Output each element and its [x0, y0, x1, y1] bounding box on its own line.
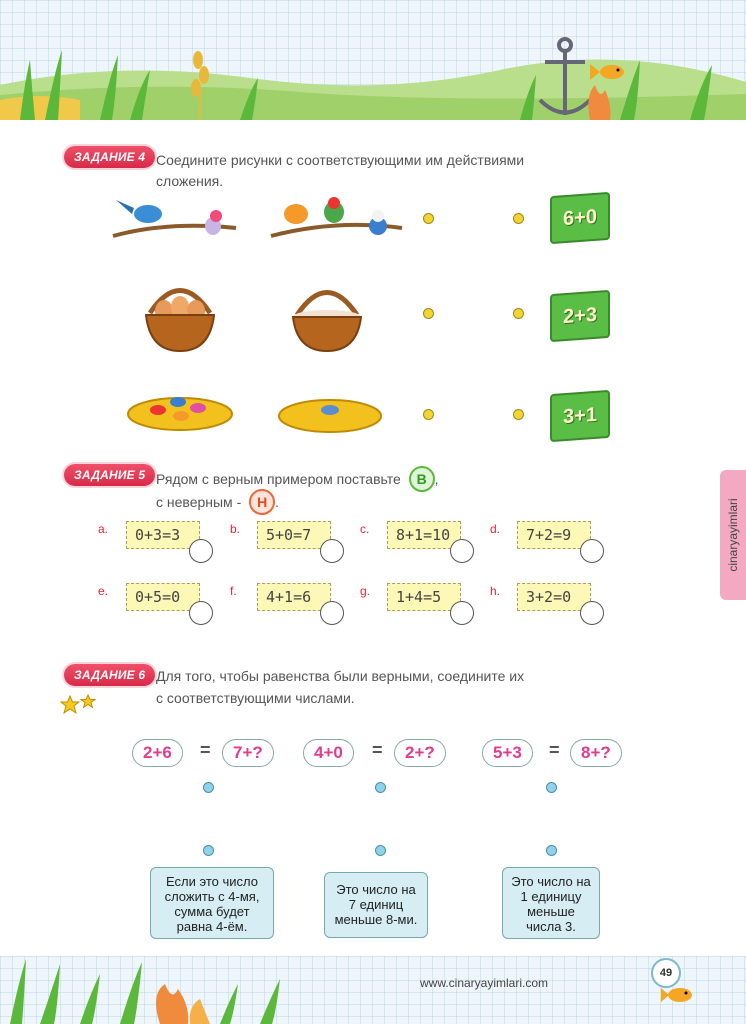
task4-dot-left-2[interactable]	[423, 308, 434, 319]
task6-eq3-equals: =	[549, 740, 560, 760]
task5-expr-b: 5+0=7	[257, 521, 331, 549]
task6-clue-2-line3: меньше 8-ми.	[334, 912, 418, 927]
task5-label-f: f.	[230, 584, 237, 598]
task6-clue-1-line3: сумма будет	[174, 904, 250, 919]
task5-comma: ,	[434, 471, 439, 487]
task5-text-line2-a: с неверным -	[156, 494, 242, 510]
wheat-icon	[191, 51, 209, 120]
task6-clue-1-line1: Если это число	[166, 874, 258, 889]
task6-dot-top-1[interactable]	[203, 782, 214, 793]
task6-dot-bottom-1[interactable]	[203, 845, 214, 856]
task5-answer-circle-c[interactable]	[450, 539, 474, 563]
task5-expr-a: 0+3=3	[126, 521, 200, 549]
correct-mark-icon: В	[408, 466, 435, 492]
task5-label-e: e.	[98, 584, 109, 598]
birds-on-branch-1-image	[112, 200, 237, 238]
fish-footer-icon	[661, 988, 692, 1002]
side-tab: cinaryayimlari	[720, 470, 746, 600]
task5-answer-circle-d[interactable]	[580, 539, 604, 563]
footer-seaweed	[10, 959, 280, 1024]
task4-dot-right-3[interactable]	[513, 409, 524, 420]
task6-clue-3: Это число на 1 единицу меньше числа 3.	[502, 867, 600, 939]
basket-with-eggs-image	[144, 288, 216, 353]
task6-dot-bottom-2[interactable]	[375, 845, 386, 856]
task5-answer-circle-f[interactable]	[320, 601, 344, 625]
task4-text-line1: Соедините рисунки с соответствующими им …	[156, 152, 525, 168]
task6-clue-3-line3: меньше	[527, 904, 575, 919]
task6-eq3-right: 8+?	[570, 739, 622, 767]
plate-with-candy-image	[278, 399, 382, 433]
header-landscape	[0, 37, 746, 120]
task5-expr-h: 3+2=0	[517, 583, 591, 611]
task5-label-h: h.	[490, 584, 501, 598]
task5-label-c: c.	[360, 522, 370, 536]
empty-basket-image	[291, 290, 363, 353]
task4-card-1-label: 6+0	[563, 205, 597, 231]
task6-dot-top-3[interactable]	[546, 782, 557, 793]
task6-eq2-left: 4+0	[303, 739, 354, 767]
task6-clue-3-line2: 1 единицу	[520, 889, 582, 904]
task5-expr-d: 7+2=9	[517, 521, 591, 549]
task6-eq1-left: 2+6	[132, 739, 183, 767]
task6-clue-1-line2: сложить с 4-мя,	[164, 889, 260, 904]
two-stars-icon	[60, 694, 97, 715]
task6-clue-2-line2: 7 единиц	[348, 897, 404, 912]
anchor-icon	[538, 37, 592, 115]
task4-card-3-label: 3+1	[563, 403, 597, 429]
task5-period: .	[275, 494, 280, 510]
task6-eq1-equals: =	[200, 740, 211, 760]
task4-dot-left-3[interactable]	[423, 409, 434, 420]
wrong-mark-icon: Н	[249, 489, 276, 515]
task4-dot-right-2[interactable]	[513, 308, 524, 319]
task5-answer-circle-a[interactable]	[189, 539, 213, 563]
plate-with-candies-image	[127, 397, 233, 431]
task6-text-line1: Для того, чтобы равенства были верными, …	[156, 668, 525, 684]
task6-clue-3-line4: числа 3.	[526, 919, 576, 934]
side-tab-label: cinaryayimlari	[726, 498, 740, 572]
page-number: 49	[651, 958, 681, 988]
birds-on-branch-2-image	[270, 197, 403, 238]
task6-dot-top-2[interactable]	[375, 782, 386, 793]
task4-dot-left-1[interactable]	[423, 213, 434, 224]
task5-label-g: g.	[360, 584, 371, 598]
task6-clue-2-line1: Это число на	[336, 882, 416, 897]
task5-expr-c: 8+1=10	[387, 521, 461, 549]
task5-label-a: a.	[98, 522, 109, 536]
coral-footer-icon	[156, 984, 210, 1024]
task4-card-2: 2+3	[550, 289, 610, 343]
task6-eq2-equals: =	[372, 740, 383, 760]
task6-eq1-right: 7+?	[222, 739, 274, 767]
task6-clue-2: Это число на 7 единиц меньше 8-ми.	[324, 872, 428, 938]
task5-expr-g: 1+4=5	[387, 583, 461, 611]
task5-answer-circle-h[interactable]	[580, 601, 604, 625]
task4-card-2-label: 2+3	[563, 303, 597, 329]
task4-card-3: 3+1	[550, 389, 610, 443]
task4-dot-right-1[interactable]	[513, 213, 524, 224]
task6-dot-bottom-3[interactable]	[546, 845, 557, 856]
task4-card-1: 6+0	[550, 191, 610, 245]
fish-icon	[590, 64, 624, 80]
coral-icon	[588, 85, 611, 120]
website-link[interactable]: www.cinaryayimlari.com	[420, 976, 549, 990]
task6-text-line2: с соответствующими числами.	[156, 690, 355, 706]
task5-expr-f: 4+1=6	[257, 583, 331, 611]
task5-text-line1-a: Рядом с верным примером поставьте	[156, 471, 401, 487]
task5-answer-circle-b[interactable]	[320, 539, 344, 563]
task6-clue-3-line1: Это число на	[511, 874, 591, 889]
task6-eq3-left: 5+3	[482, 739, 533, 767]
task5-answer-circle-g[interactable]	[450, 601, 474, 625]
task6-clue-1: Если это число сложить с 4-мя, сумма буд…	[150, 867, 274, 939]
task6-badge: ЗАДАНИЕ 6	[64, 664, 156, 686]
task5-expr-e: 0+5=0	[126, 583, 200, 611]
task6-eq2-right: 2+?	[394, 739, 446, 767]
task5-text-line2: с неверным - Н.	[156, 489, 279, 515]
task5-text-line1: Рядом с верным примером поставьте В,	[156, 466, 439, 492]
task5-answer-circle-e[interactable]	[189, 601, 213, 625]
task4-text-line2: сложения.	[156, 173, 224, 189]
task5-label-d: d.	[490, 522, 501, 536]
task4-badge: ЗАДАНИЕ 4	[64, 146, 156, 168]
task5-label-b: b.	[230, 522, 241, 536]
task6-clue-1-line4: равна 4-ём.	[176, 919, 248, 934]
task5-badge: ЗАДАНИЕ 5	[64, 464, 156, 486]
